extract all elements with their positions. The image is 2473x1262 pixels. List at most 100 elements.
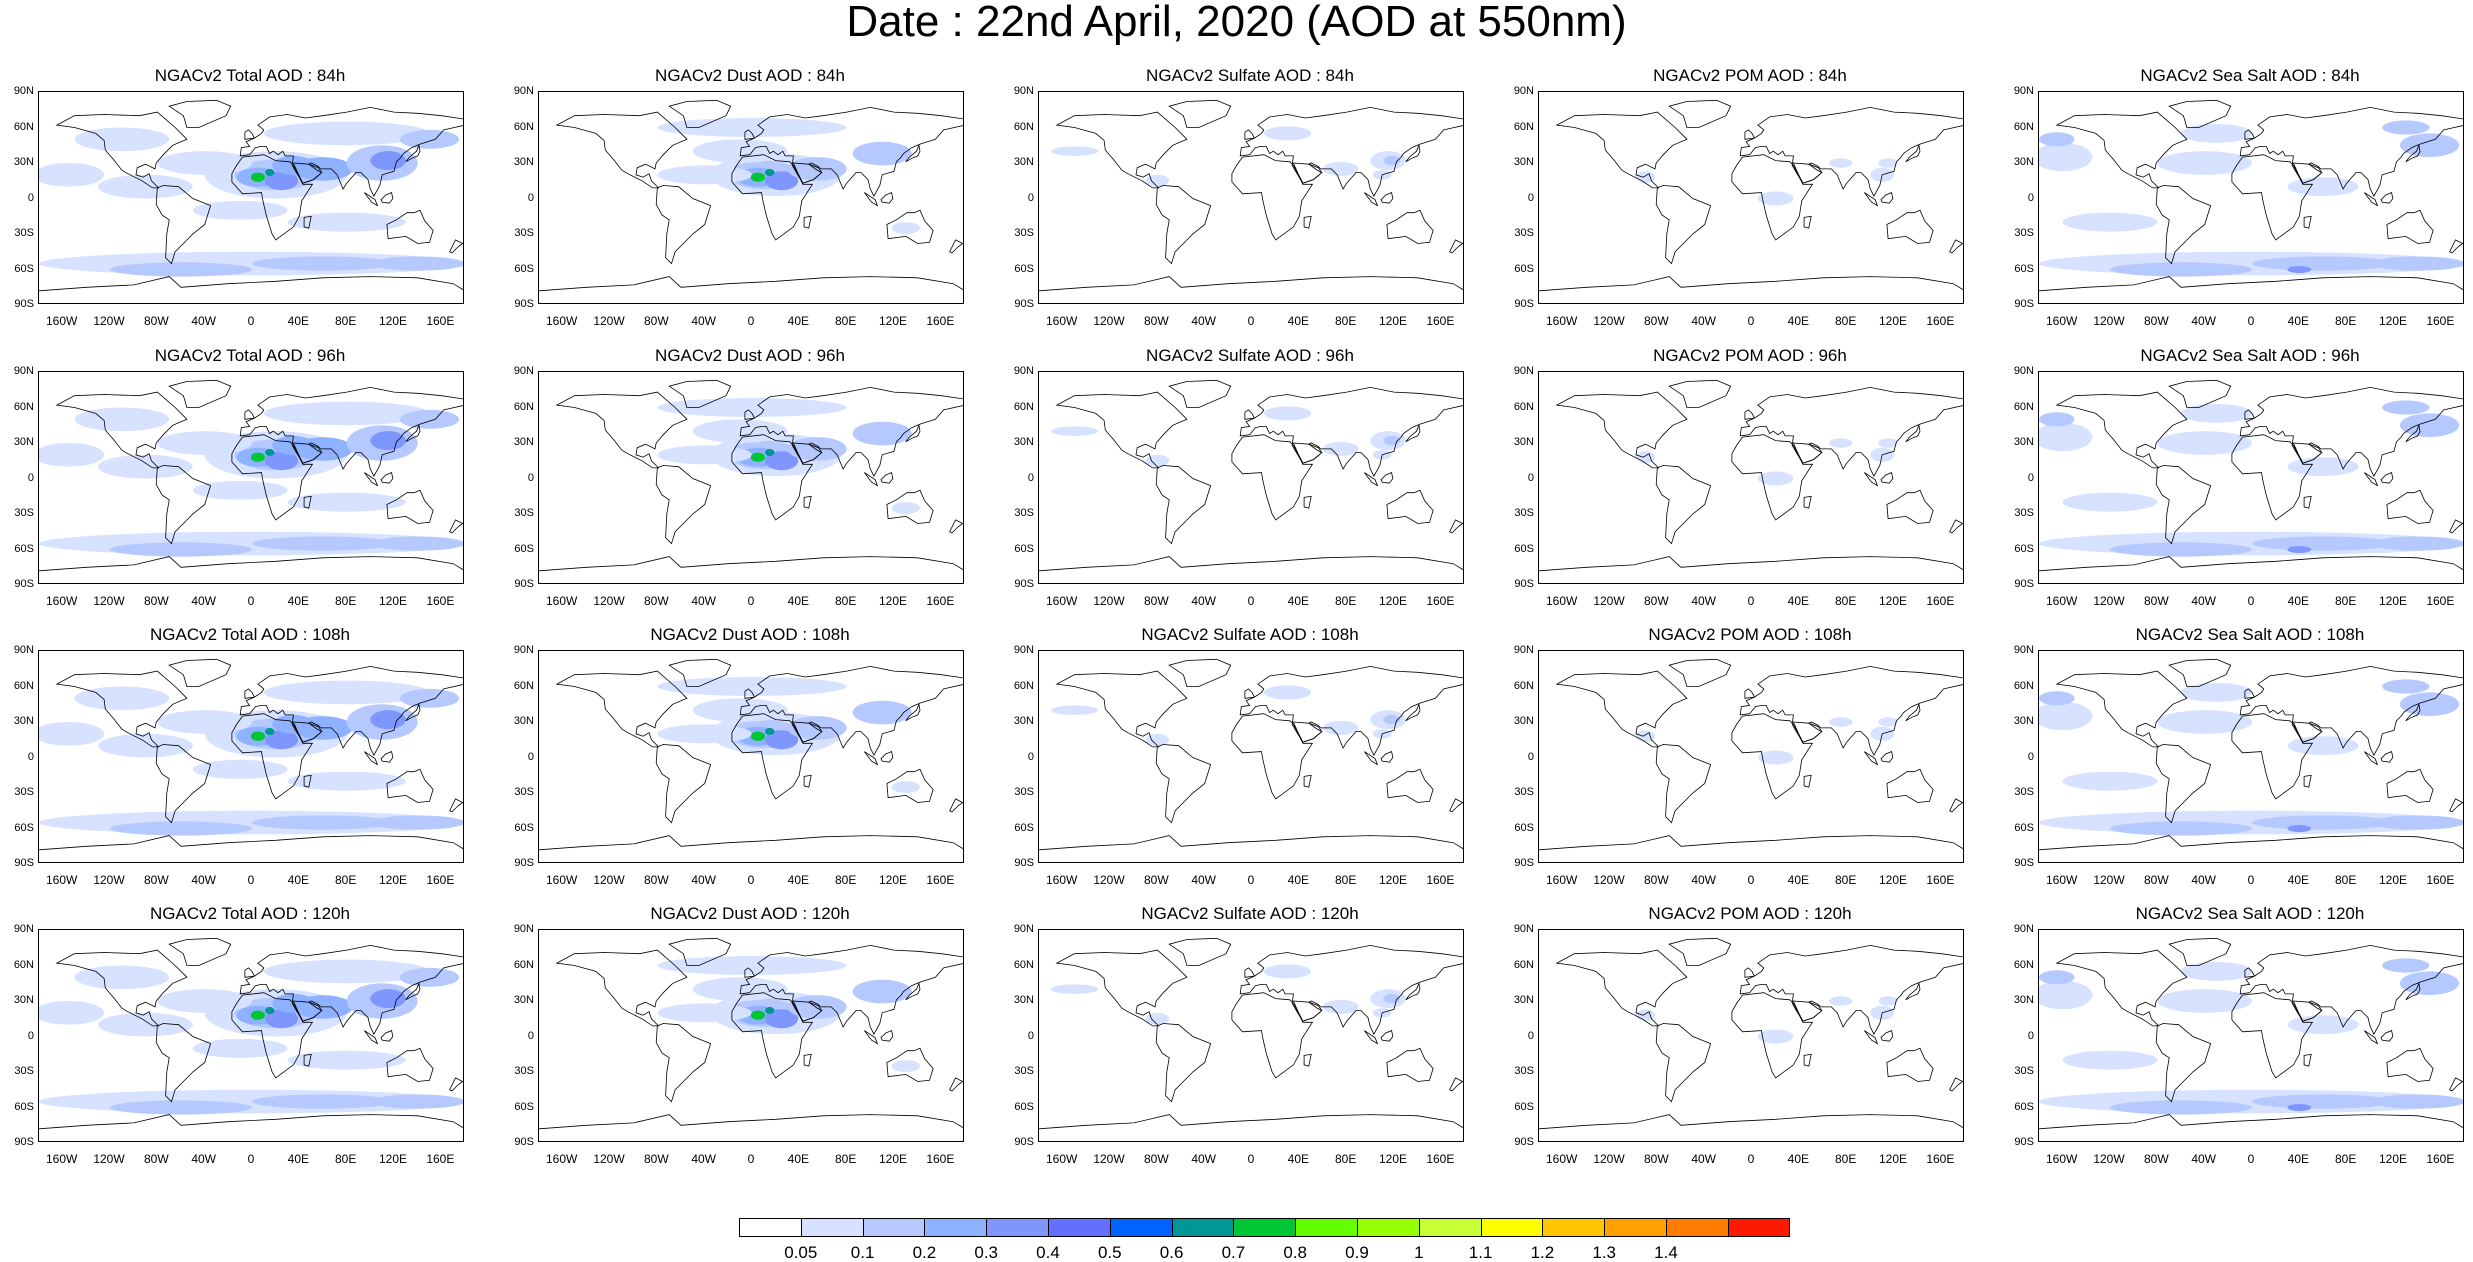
coastline	[1386, 209, 1434, 244]
aod-field	[250, 172, 266, 182]
panel-title: NGACv2 POM AOD : 108h	[1648, 625, 1852, 644]
lon-tick-label: 120E	[378, 1152, 408, 1166]
lat-tick-label: 60N	[2013, 400, 2034, 413]
lon-tick-label: 80W	[1143, 314, 1169, 328]
aod-field	[1263, 685, 1312, 700]
lon-tick-label: 80E	[1334, 873, 1357, 887]
lat-tick-label: 60S	[2014, 262, 2034, 275]
lat-tick-label: 30S	[1014, 786, 1034, 798]
lon-tick-label: 0	[747, 1152, 755, 1166]
lat-tick-label: 60S	[14, 1100, 34, 1113]
lon-tick-label: 160W	[545, 314, 578, 328]
lon-tick-label: 40E	[1287, 873, 1309, 887]
coastline	[303, 215, 312, 229]
aod-field	[265, 730, 299, 750]
aod-field	[370, 1094, 463, 1109]
aod-field	[2157, 151, 2252, 175]
coastline	[1792, 721, 1823, 743]
lat-tick-label: 60N	[1013, 958, 1034, 971]
coastline	[405, 423, 421, 443]
coastline	[386, 209, 434, 244]
coastline	[449, 239, 463, 254]
lat-tick-label: 90S	[514, 298, 534, 310]
colorbar-level-label: 0.5	[1097, 1243, 1122, 1262]
panel-title: NGACv2 Sea Salt AOD : 84h	[2140, 66, 2360, 85]
coastline	[2155, 465, 2212, 545]
aod-field	[1050, 146, 1099, 156]
coastline	[555, 949, 688, 1027]
coastline	[744, 409, 756, 420]
lon-tick-label: 120W	[1593, 594, 1625, 608]
lon-tick-label: 80W	[1643, 873, 1669, 887]
coastline	[1744, 129, 1756, 140]
lat-tick-label: 60S	[514, 1100, 534, 1113]
coastline	[55, 391, 188, 469]
coastline	[1055, 111, 1188, 189]
aod-field	[1757, 750, 1794, 765]
aod-field	[2110, 262, 2252, 277]
lat-tick-label: 60S	[1014, 262, 1034, 275]
colorbar-swatch	[1542, 1218, 1606, 1237]
lon-tick-label: 40E	[1787, 594, 1809, 608]
coastline	[949, 519, 963, 534]
coastline	[2244, 967, 2256, 978]
coastline	[1739, 106, 1963, 197]
aod-field	[110, 1100, 252, 1115]
lon-tick-label: 80E	[334, 594, 357, 608]
lon-tick-label: 80E	[834, 314, 857, 328]
coastline	[1364, 192, 1379, 207]
lat-tick-label: 30N	[13, 994, 34, 1006]
coastline	[2364, 1030, 2379, 1045]
aod-field	[1757, 1029, 1794, 1044]
lat-tick-label: 60S	[514, 542, 534, 555]
map-area	[1038, 650, 1464, 863]
coastline	[803, 495, 812, 509]
lat-tick-label: 60S	[1514, 1100, 1534, 1113]
lon-tick-label: 120W	[2093, 314, 2125, 328]
lat-tick-label: 90S	[1014, 1136, 1034, 1148]
coastline	[731, 434, 814, 521]
coastline	[2303, 774, 2312, 788]
coastline	[905, 423, 921, 443]
coastline	[2386, 209, 2434, 244]
lon-tick-label: 120E	[878, 873, 908, 887]
coastline	[1303, 215, 1312, 229]
aod-field	[891, 502, 921, 514]
lat-tick-label: 30N	[1513, 994, 1534, 1006]
panel-title: NGACv2 Sulfate AOD : 84h	[1146, 66, 1354, 85]
lat-tick-label: 90S	[2014, 578, 2034, 590]
coastline	[2039, 276, 2463, 292]
coastline	[1039, 276, 1463, 292]
aod-field	[2181, 961, 2252, 981]
map-area	[1538, 650, 1964, 863]
coastline	[792, 162, 823, 184]
aod-field	[2039, 412, 2075, 427]
map-area	[38, 929, 464, 1142]
coastline	[1039, 1114, 1463, 1130]
aod-field	[1878, 158, 1898, 168]
coastline	[1744, 967, 1756, 978]
colorbar-swatch	[1295, 1218, 1358, 1237]
map-panel-dust: NGACv2 Dust AOD : 96h 90N 60N 30N 0 30S 60S 90S…	[500, 347, 1000, 617]
lon-tick-label: 120W	[93, 314, 125, 328]
lon-tick-label: 80W	[2143, 314, 2169, 328]
aod-field	[2181, 123, 2252, 143]
coastline	[1731, 713, 1814, 800]
coastline	[380, 751, 394, 763]
panel-title: NGACv2 Total AOD : 120h	[149, 904, 350, 923]
aod-field	[852, 421, 912, 446]
lat-tick-label: 60N	[513, 679, 534, 692]
coastline	[1539, 556, 1963, 572]
map-area	[1538, 371, 1964, 584]
lon-tick-label: 80E	[2334, 314, 2357, 328]
lon-tick-label: 0	[747, 594, 755, 608]
lat-tick-label: 90S	[514, 857, 534, 869]
aod-field	[765, 171, 799, 191]
lon-tick-label: 0	[247, 314, 255, 328]
coastline	[2380, 1030, 2394, 1042]
panel-title: NGACv2 Total AOD : 108h	[149, 625, 350, 644]
lon-tick-label: 160W	[545, 1152, 578, 1166]
lon-tick-label: 0	[1747, 314, 1755, 328]
lat-tick-label: 30N	[13, 156, 34, 168]
aod-field	[2287, 1015, 2359, 1035]
